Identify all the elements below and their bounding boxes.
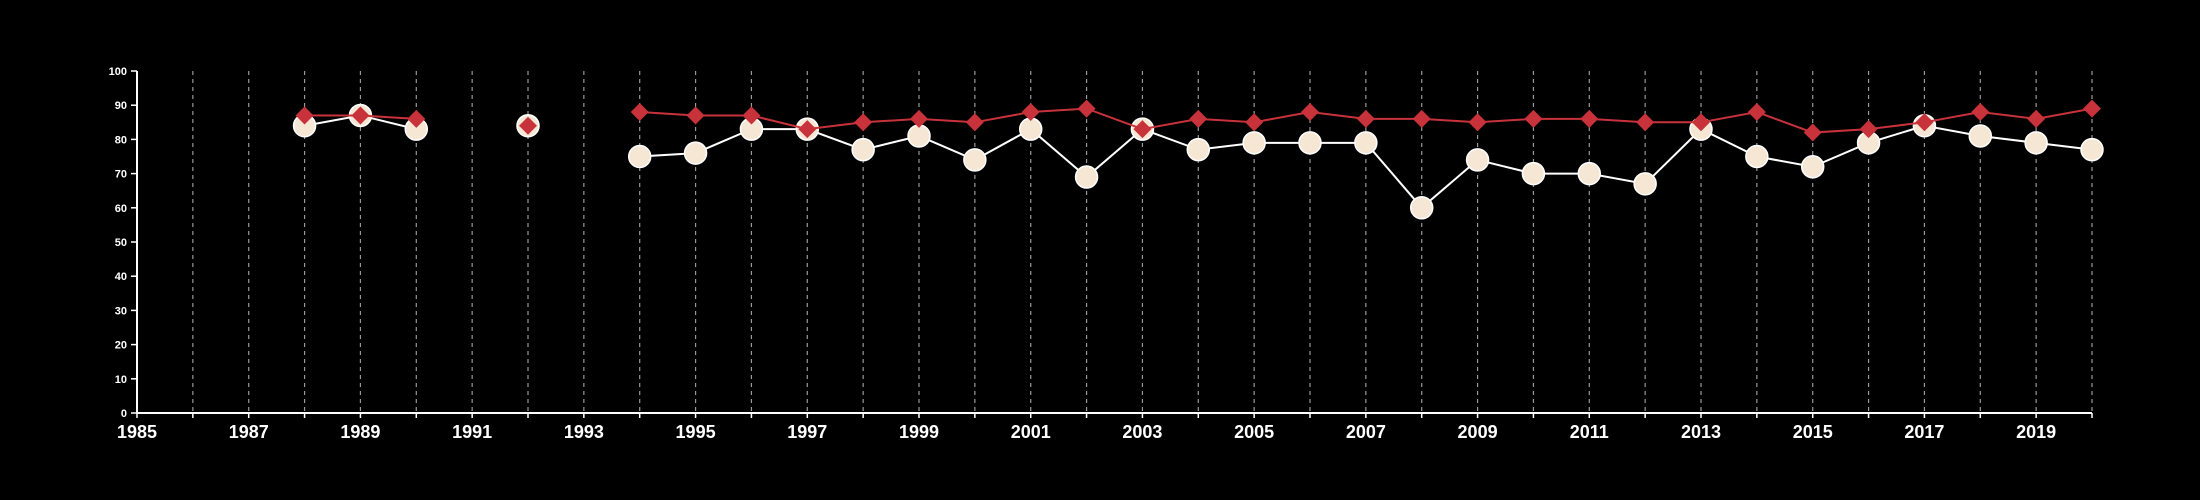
x-tick-label: 2005 (1234, 422, 1274, 442)
data-point-diamond (1971, 103, 1990, 122)
data-point-circle (1186, 137, 1211, 162)
data-point-diamond (742, 106, 761, 125)
data-point-diamond (686, 106, 705, 125)
x-tick-label: 1985 (117, 422, 157, 442)
data-point-diamond (798, 120, 817, 139)
x-tick-label: 2011 (1570, 422, 1609, 442)
axes: 0 10 20 30 40 50 60 70 80 90 100 1985 1987 1989 1991 19… (109, 66, 2093, 442)
x-tick-label: 1993 (564, 422, 604, 442)
data-point-circle (1968, 124, 1993, 148)
data-point-diamond (1356, 109, 1375, 128)
data-point-circle (907, 124, 931, 148)
data-point-circle (1800, 155, 1825, 179)
data-point-circle (1354, 131, 1378, 155)
data-point-circle (851, 137, 875, 162)
y-tick-label: 70 (115, 169, 127, 181)
y-tick-label: 50 (115, 237, 127, 249)
data-point-diamond (1692, 113, 1710, 132)
data-point-circle (1633, 172, 1657, 196)
x-tick-label: 2007 (1346, 422, 1386, 442)
data-point-diamond (1189, 109, 1208, 128)
data-point-diamond (1747, 103, 1766, 122)
data-point-diamond (1468, 113, 1487, 132)
data-point-circle (1745, 144, 1769, 169)
data-point-circle (963, 148, 987, 172)
x-tick-label: 2019 (2016, 422, 2056, 442)
data-point-diamond (351, 106, 370, 125)
series-2 (295, 99, 2101, 142)
data-point-diamond (1636, 113, 1655, 132)
data-point-circle (1465, 148, 1490, 172)
series-layer (292, 99, 2104, 220)
x-tick-label: 2001 (1011, 422, 1051, 442)
data-point-diamond (1077, 99, 1096, 118)
data-point-diamond (910, 109, 928, 128)
data-point-circle (2024, 131, 2048, 155)
x-tick-label: 1997 (787, 422, 827, 442)
data-point-diamond (1412, 109, 1431, 128)
data-point-circle (1521, 161, 1546, 186)
y-tick-label: 60 (115, 203, 127, 215)
data-point-circle (1242, 131, 1266, 155)
y-tick-label: 100 (109, 66, 127, 78)
data-point-diamond (1803, 123, 1822, 142)
data-point-circle (2080, 137, 2104, 162)
x-tick-label: 1991 (452, 422, 492, 442)
y-tick-label: 80 (115, 134, 127, 146)
data-point-diamond (1580, 109, 1599, 128)
data-point-diamond (1245, 113, 1264, 132)
data-point-diamond (2083, 99, 2101, 118)
data-point-circle (1074, 165, 1099, 189)
data-point-circle (1577, 161, 1602, 186)
y-tick-label: 20 (115, 340, 127, 352)
x-tick-label: 1987 (229, 422, 269, 442)
data-point-diamond (630, 103, 649, 122)
data-point-diamond (407, 109, 426, 128)
data-point-diamond (1301, 103, 1319, 122)
x-tick-label: 2017 (1904, 422, 1944, 442)
data-point-circle (1018, 117, 1043, 141)
x-tick-label: 1995 (676, 422, 716, 442)
x-tick-label: 2015 (1793, 422, 1833, 442)
y-tick-label: 0 (121, 408, 127, 420)
data-point-circle (1409, 196, 1434, 220)
x-tick-label: 2009 (1458, 422, 1498, 442)
y-tick-label: 90 (115, 100, 127, 112)
data-point-diamond (1859, 120, 1878, 139)
x-tick-label: 2013 (1681, 422, 1721, 442)
data-point-circle (627, 144, 652, 169)
x-tick-label: 1989 (340, 422, 380, 442)
x-tick-label: 2003 (1122, 422, 1162, 442)
x-tick-label: 1999 (899, 422, 939, 442)
data-point-diamond (2027, 109, 2046, 128)
data-point-circle (683, 141, 708, 165)
data-point-diamond (1133, 120, 1152, 139)
data-point-diamond (854, 113, 873, 132)
y-tick-label: 40 (115, 271, 127, 283)
y-tick-label: 30 (115, 305, 127, 317)
data-point-diamond (1021, 103, 1040, 122)
data-point-diamond (519, 116, 537, 135)
data-point-diamond (1524, 109, 1543, 128)
data-point-diamond (295, 106, 314, 125)
data-point-circle (1298, 131, 1322, 155)
data-point-diamond (965, 113, 984, 132)
data-point-diamond (1915, 113, 1934, 132)
y-tick-label: 10 (115, 374, 127, 386)
